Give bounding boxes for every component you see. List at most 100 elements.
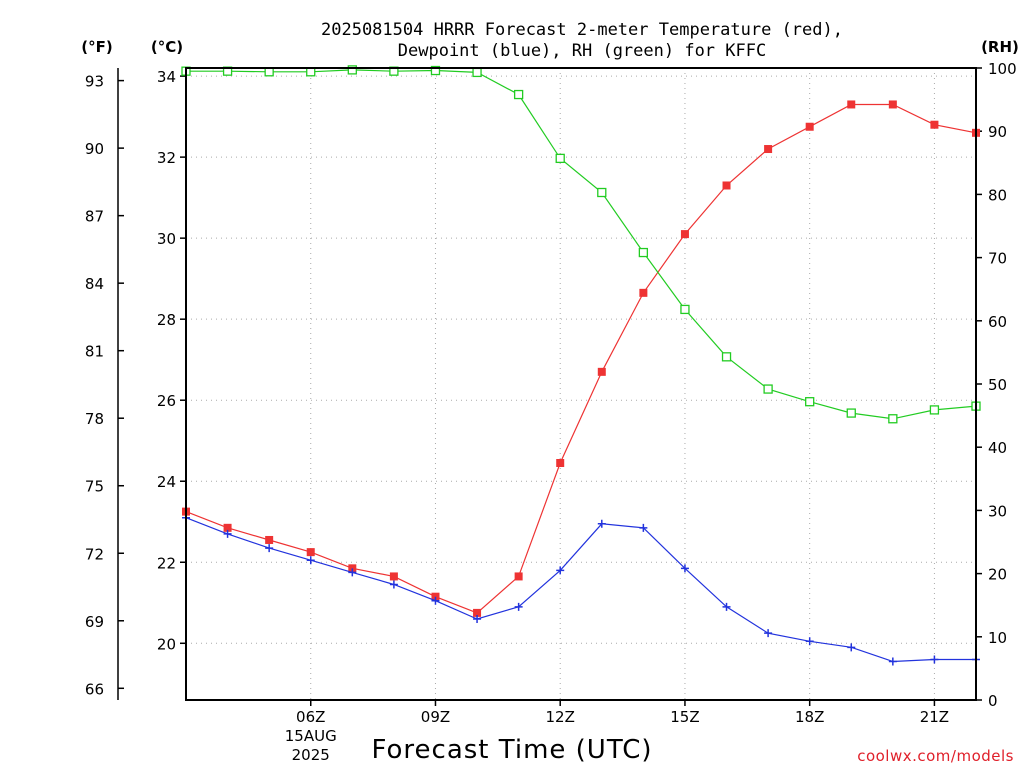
fahrenheit-tick-label: 87 — [85, 208, 104, 226]
dewpoint-point — [306, 556, 315, 565]
fahrenheit-tick-label: 90 — [85, 140, 104, 158]
series-dewpoint — [182, 513, 980, 666]
rh-tick-label: 100 — [988, 60, 1017, 78]
fahrenheit-tick-label: 75 — [85, 478, 104, 496]
fahrenheit-unit-label: (°F) — [81, 38, 112, 56]
temperature-point — [473, 608, 482, 617]
temperature-point — [764, 145, 773, 154]
rh-unit-label: (RH) — [981, 38, 1019, 56]
temperature-point — [888, 100, 897, 109]
dewpoint-point — [888, 657, 897, 666]
x-tick-label: 15Z — [670, 708, 699, 726]
dewpoint-point — [930, 655, 939, 664]
celsius-unit-label: (°C) — [151, 38, 183, 56]
rh-point — [888, 414, 898, 424]
dewpoint-point — [639, 523, 648, 532]
rh-point — [430, 65, 441, 76]
rh-tick-label: 30 — [988, 502, 1007, 520]
rh-point — [513, 89, 524, 100]
fahrenheit-tick-label: 93 — [85, 73, 104, 91]
temperature-point — [223, 523, 232, 532]
rh-point — [555, 153, 565, 164]
chart-title-line1: 2025081504 HRRR Forecast 2-meter Tempera… — [321, 20, 843, 40]
rh-point — [846, 408, 856, 418]
rh-tick-label: 80 — [988, 186, 1007, 204]
date-label-day: 15AUG — [285, 727, 337, 745]
fahrenheit-tick-label: 84 — [85, 275, 104, 293]
temperature-point — [265, 535, 274, 544]
dewpoint-point — [514, 602, 523, 611]
dewpoint-point — [722, 602, 731, 611]
fahrenheit-tick-label: 72 — [85, 545, 104, 563]
temperature-point — [514, 572, 523, 581]
celsius-tick-label: 24 — [157, 473, 176, 491]
dewpoint-point — [680, 564, 689, 573]
rh-point — [805, 397, 815, 407]
x-axis-title: Forecast Time (UTC) — [371, 735, 652, 765]
rh-point — [680, 304, 690, 315]
fahrenheit-tick-label: 78 — [85, 410, 104, 428]
x-tick-label: 12Z — [546, 708, 575, 726]
x-tick-label: 09Z — [421, 708, 450, 726]
dewpoint-point — [597, 519, 606, 528]
rh-tick-label: 90 — [988, 123, 1007, 141]
date-label-year: 2025 — [292, 746, 330, 764]
dewpoint-point — [265, 544, 274, 553]
celsius-tick-label: 28 — [157, 311, 176, 329]
dewpoint-point — [223, 529, 232, 538]
rh-point — [763, 384, 773, 394]
series — [181, 65, 981, 666]
temperature-point — [431, 592, 440, 601]
dewpoint-point — [805, 637, 814, 646]
temperature-point — [389, 572, 398, 581]
dewpoint-point — [847, 643, 856, 652]
celsius-tick-label: 34 — [157, 68, 176, 86]
rh-tick-label: 70 — [988, 250, 1007, 268]
grid — [186, 68, 976, 700]
rh-point — [472, 67, 482, 78]
rh-point — [347, 65, 357, 75]
celsius-tick-label: 22 — [157, 554, 176, 572]
dewpoint-point — [764, 629, 773, 638]
dewpoint-point — [348, 568, 357, 577]
celsius-tick-label: 30 — [157, 230, 176, 248]
rh-point — [597, 187, 607, 198]
x-tick-label: 18Z — [795, 708, 824, 726]
dewpoint-point — [556, 566, 565, 575]
dewpoint-point — [473, 614, 482, 623]
temperature-line — [185, 103, 977, 614]
rh-point — [721, 352, 732, 362]
rh-point — [929, 405, 940, 415]
celsius-tick-label: 20 — [157, 635, 176, 653]
temperature-point — [556, 459, 565, 467]
temperature-point — [847, 100, 856, 109]
chart-title-line2: Dewpoint (blue), RH (green) for KFFC — [398, 41, 766, 61]
dewpoint-point — [431, 596, 440, 605]
rh-tick-label: 0 — [988, 692, 998, 710]
plot-frame — [185, 67, 977, 701]
temperature-point — [348, 564, 357, 573]
axes: 20 22 24 26 28 30 32 34 66 69 72 75 78 81 84 87 90 93 0 10 2… — [85, 60, 1017, 726]
temperature-point — [597, 367, 606, 376]
temperature-point — [805, 122, 814, 131]
temperature-point — [639, 288, 648, 297]
celsius-tick-label: 26 — [157, 392, 176, 410]
temperature-point — [722, 181, 731, 190]
temperature-point — [680, 230, 689, 239]
fahrenheit-tick-label: 69 — [85, 613, 104, 631]
series-temperature — [182, 100, 980, 617]
rh-point — [638, 247, 649, 258]
rh-tick-label: 50 — [988, 376, 1007, 394]
dewpoint-line — [185, 517, 976, 663]
fahrenheit-tick-label: 81 — [85, 343, 104, 361]
x-tick-label: 21Z — [920, 708, 949, 726]
x-tick-label: 06Z — [296, 708, 325, 726]
fahrenheit-tick-label: 66 — [85, 680, 104, 698]
temperature-point — [306, 548, 315, 557]
site-credit: coolwx.com/models — [857, 747, 1014, 765]
series-rh — [181, 65, 981, 424]
celsius-tick-label: 32 — [157, 149, 176, 167]
rh-tick-label: 20 — [988, 566, 1007, 584]
rh-tick-label: 10 — [988, 629, 1007, 647]
